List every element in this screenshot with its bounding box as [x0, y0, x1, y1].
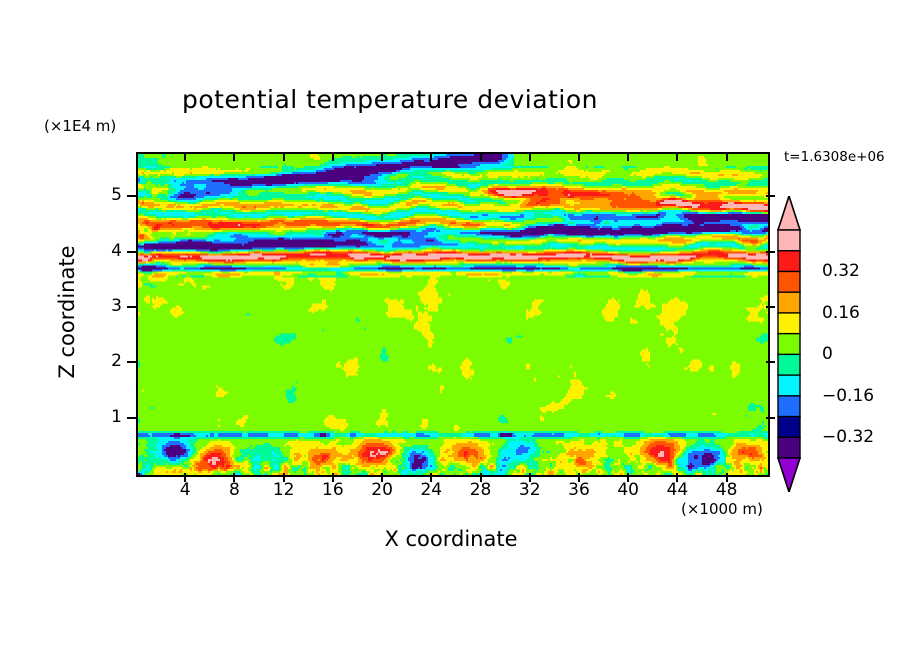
y-tick-label-3: 3	[111, 295, 122, 316]
x-tick-label-4: 4	[179, 480, 191, 500]
y-axis-unit-label: (×1E4 m)	[44, 117, 117, 135]
x-tick-top-36	[577, 152, 580, 161]
x-tick-top-8	[233, 152, 236, 161]
y-tick-label-2: 2	[111, 351, 122, 372]
y-tick-3	[127, 305, 136, 308]
x-tick-label-28: 28	[469, 480, 492, 500]
y-tick-label-1: 1	[111, 406, 122, 427]
y-tick-right-5	[766, 195, 775, 198]
x-tick-label-16: 16	[322, 480, 344, 500]
y-tick-right-1	[766, 416, 775, 419]
x-tick-24	[430, 473, 433, 482]
x-tick-32	[528, 473, 531, 482]
y-tick-right-4	[766, 250, 775, 253]
y-tick-right-3	[766, 305, 775, 308]
colorbar-label-4: −0.32	[822, 427, 875, 448]
plot-area	[136, 152, 770, 477]
x-tick-top-12	[282, 152, 285, 161]
y-tick-label-5: 5	[111, 185, 122, 206]
x-tick-top-28	[479, 152, 482, 161]
x-axis-unit-label: (×1000 m)	[681, 500, 763, 518]
colorbar-label-3: −0.16	[822, 385, 875, 406]
x-tick-top-44	[676, 152, 679, 161]
x-tick-label-44: 44	[666, 480, 689, 500]
x-tick-48	[725, 473, 728, 482]
x-tick-label-20: 20	[371, 480, 393, 500]
colorbar-band-10	[777, 436, 801, 460]
y-tick-4	[127, 250, 136, 253]
x-tick-8	[233, 473, 236, 482]
colorbar-swatches	[776, 196, 802, 492]
x-tick-12	[282, 473, 285, 482]
colorbar-band-5	[777, 332, 801, 356]
colorbar-band-8	[777, 395, 801, 418]
colorbar-band-3	[777, 291, 801, 315]
y-axis-title: Z coordinate	[55, 245, 79, 379]
x-tick-16	[331, 473, 334, 482]
x-tick-4	[184, 473, 187, 482]
x-tick-44	[676, 473, 679, 482]
colorbar-cap-top	[776, 196, 802, 231]
colorbar	[770, 196, 816, 492]
x-tick-label-32: 32	[518, 480, 541, 500]
colorbar-band-4	[777, 312, 801, 335]
colorbar-band-7	[777, 374, 801, 398]
x-tick-top-32	[528, 152, 531, 161]
contour-field-canvas	[138, 154, 768, 475]
x-tick-top-4	[184, 152, 187, 161]
x-tick-20	[381, 473, 384, 482]
y-tick-5	[127, 195, 136, 198]
x-tick-label-24: 24	[420, 480, 443, 500]
colorbar-band-0	[777, 229, 801, 252]
x-tick-top-40	[627, 152, 630, 161]
colorbar-cap-bottom	[776, 457, 802, 492]
x-tick-label-12: 12	[272, 480, 295, 500]
x-tick-top-20	[381, 152, 384, 161]
colorbar-label-0: 0.32	[822, 261, 860, 282]
x-tick-top-48	[725, 152, 728, 161]
x-axis-title: X coordinate	[384, 527, 518, 551]
x-tick-top-16	[331, 152, 334, 161]
x-tick-36	[577, 473, 580, 482]
colorbar-band-1	[777, 250, 801, 273]
x-tick-label-48: 48	[715, 480, 738, 500]
x-tick-28	[479, 473, 482, 482]
x-tick-label-40: 40	[617, 480, 639, 500]
x-tick-label-8: 8	[229, 480, 240, 500]
colorbar-band-9	[777, 415, 801, 439]
colorbar-label-2: 0	[822, 344, 833, 365]
y-tick-1	[127, 416, 136, 419]
y-tick-label-4: 4	[111, 240, 122, 261]
colorbar-label-1: 0.16	[822, 302, 860, 323]
x-tick-top-24	[430, 152, 433, 161]
colorbar-band-2	[777, 270, 801, 294]
timestamp-annotation: t=1.6308e+06	[784, 149, 885, 165]
x-tick-40	[627, 473, 630, 482]
y-tick-right-2	[766, 361, 775, 364]
page-title: potential temperature deviation	[182, 85, 598, 114]
x-tick-label-36: 36	[568, 480, 590, 500]
colorbar-band-6	[777, 353, 801, 377]
y-tick-2	[127, 361, 136, 364]
